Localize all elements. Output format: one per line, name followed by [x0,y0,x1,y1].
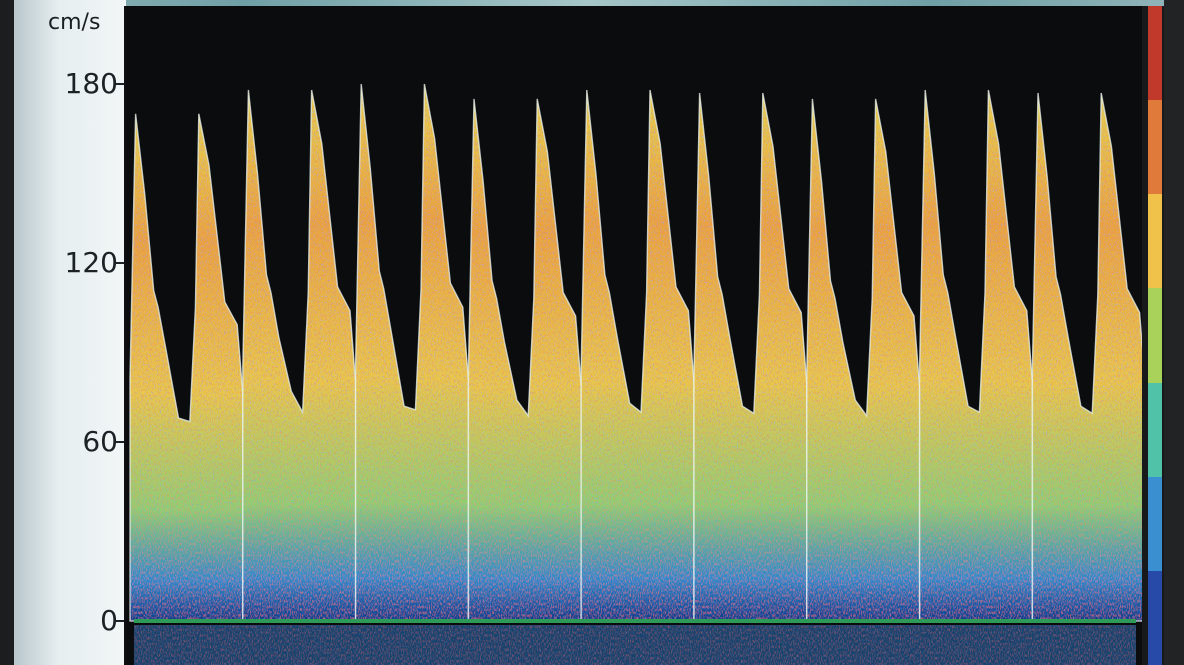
waveform-envelope-3 [354,83,470,622]
top-status-strip [14,0,1164,6]
y-tick-label-180: 180 [64,67,118,100]
waveform-envelope-7 [806,98,921,622]
waveform-cycle-2 [242,90,356,621]
waveform-cycle-9 [1032,93,1142,621]
spectral-waveform-svg [129,83,1142,665]
color-scale-segment [1148,382,1162,477]
color-scale-segment [1148,194,1162,289]
waveform-cycle-1 [130,113,243,622]
spectral-waveform-plot [126,6,1142,665]
axis-unit-label: cm/s [48,10,101,35]
waveform-envelope-6 [693,92,808,622]
velocity-axis-panel: cm/s [14,0,126,665]
waveform-cycle-6 [694,93,807,621]
monitor-bezel-right [1164,0,1184,665]
y-tick-label-60: 60 [82,425,118,458]
waveform-envelope-4 [467,98,582,622]
waveform-layer [129,83,1142,622]
waveform-cycle-3 [355,84,469,621]
y-tick-mark-0 [114,620,126,622]
color-scale-segment [1148,100,1162,195]
waveform-envelope-5 [580,89,695,622]
y-tick-label-0: 0 [100,604,118,637]
waveform-envelope-2 [242,89,357,622]
monitor-bezel-left [0,0,14,665]
color-scale-segment [1148,6,1162,101]
velocity-axis-line [124,6,126,665]
color-scale-segment [1148,476,1162,571]
y-tick-mark-60 [114,441,126,443]
waveform-envelope-1 [129,113,244,622]
color-scale-segment [1148,570,1162,665]
waveform-cycle-7 [806,98,920,621]
waveform-cycle-5 [581,90,694,621]
waveform-cycle-8 [919,90,1033,621]
y-tick-mark-180 [114,83,126,85]
waveform-envelope-9 [1031,92,1142,622]
color-scale-bar [1142,6,1164,665]
waveform-envelope-8 [918,89,1034,622]
reflection-band [134,625,1136,665]
y-tick-mark-120 [114,262,126,264]
below-baseline-artifact [134,625,1136,665]
waveform-cycle-4 [468,98,582,621]
y-tick-label-120: 120 [64,246,118,279]
color-scale-segment [1148,288,1162,383]
